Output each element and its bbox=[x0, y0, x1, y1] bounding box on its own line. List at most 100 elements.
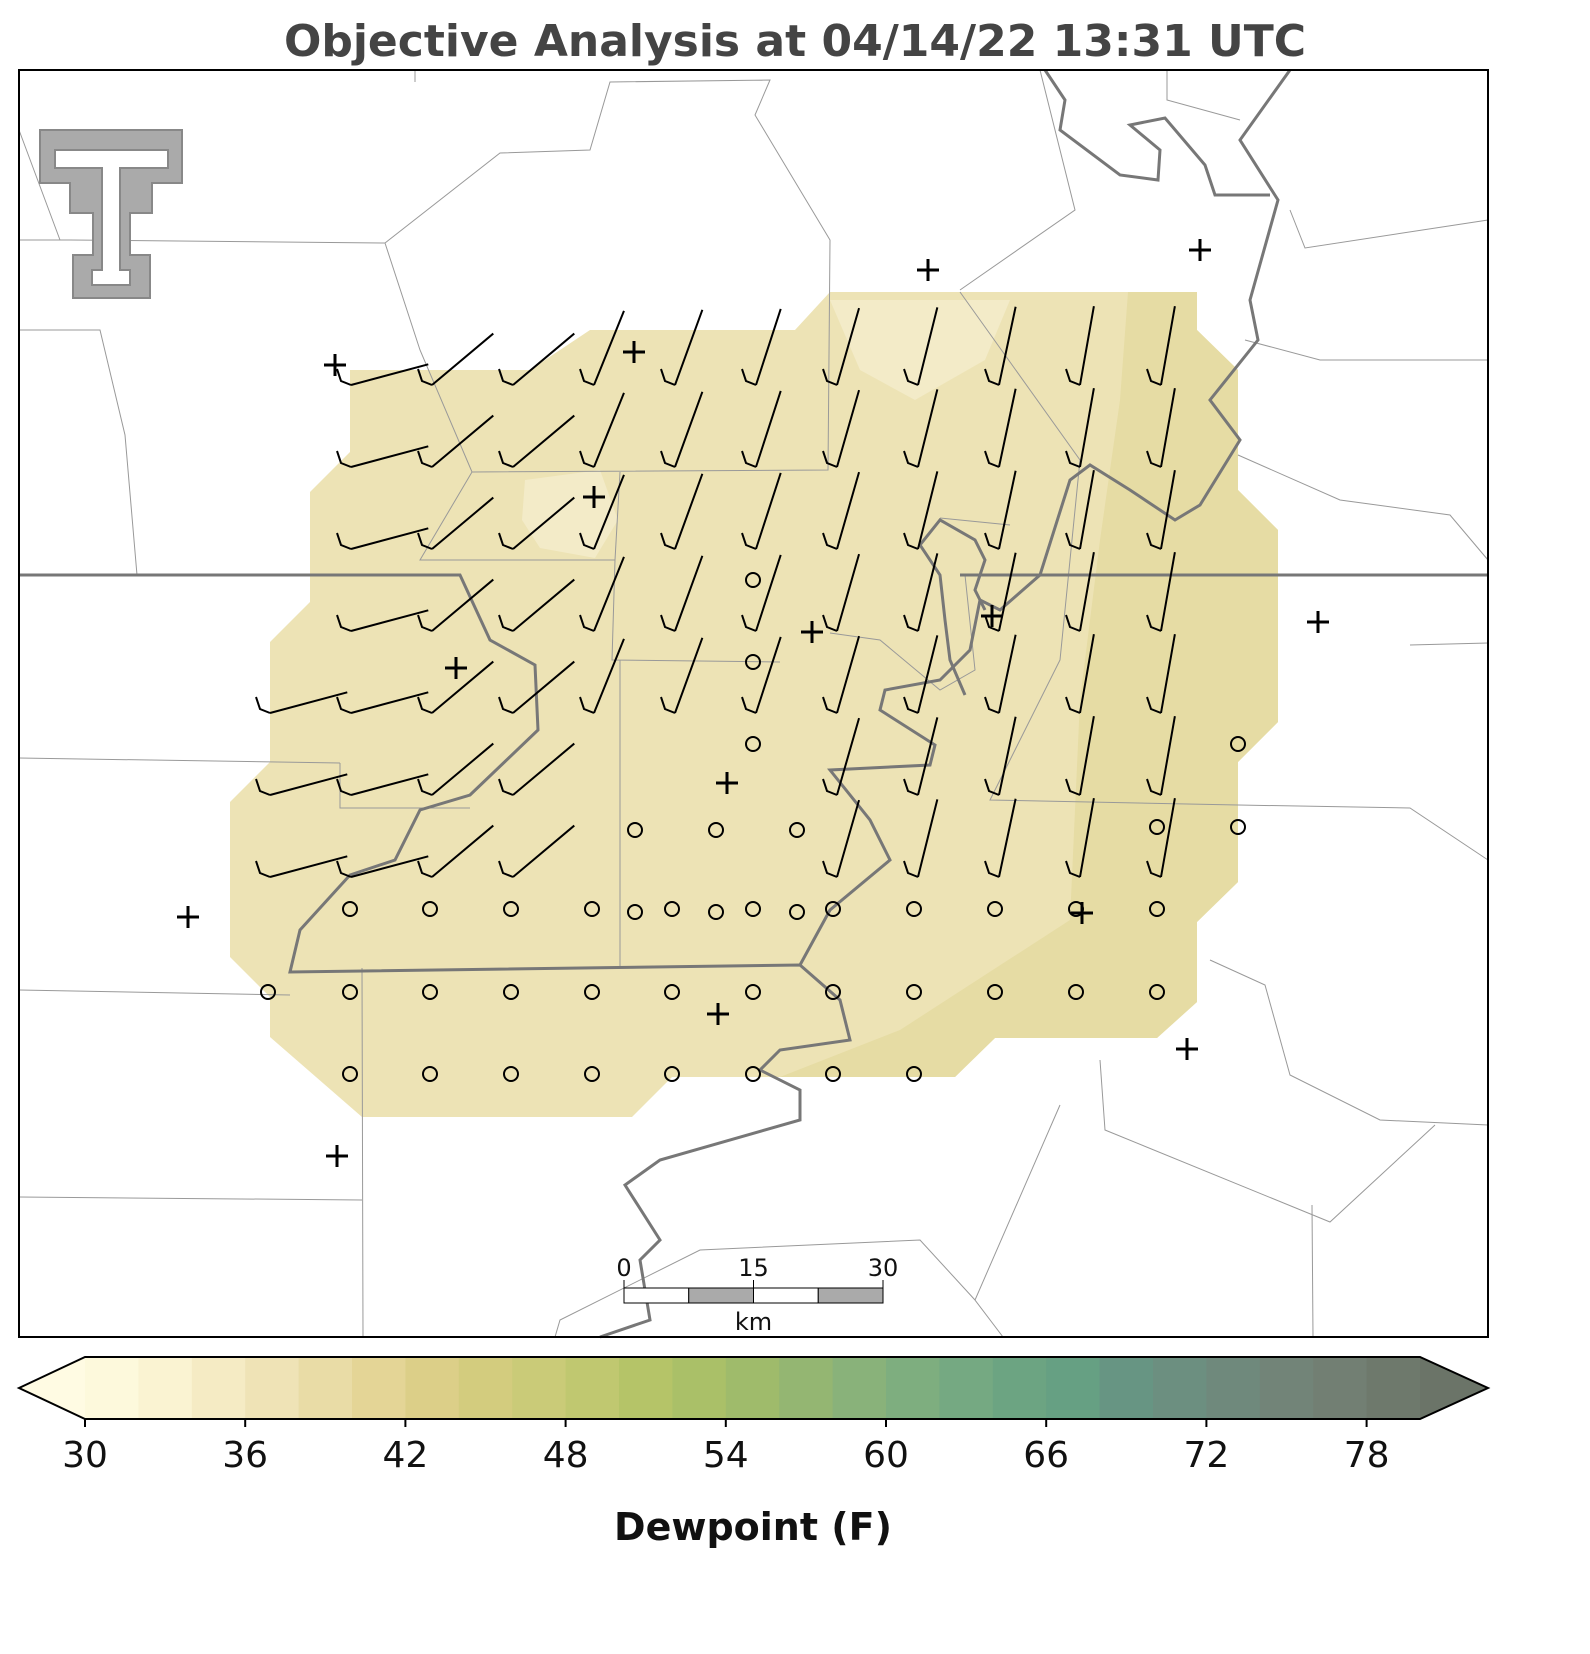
scale-bar: 0 15 30 km bbox=[616, 1254, 898, 1336]
calm-circle bbox=[664, 1066, 680, 1082]
calm-circle bbox=[906, 1066, 922, 1082]
colorbar-bin bbox=[512, 1357, 567, 1419]
calm-circle bbox=[664, 901, 680, 917]
calm-circle bbox=[342, 901, 358, 917]
wind-barb bbox=[984, 798, 1017, 878]
colorbar-bin bbox=[725, 1357, 780, 1419]
wind-barb bbox=[579, 638, 625, 714]
calm-circle bbox=[584, 984, 600, 1000]
colorbar-tick-label: 60 bbox=[863, 1435, 909, 1476]
calm-circle bbox=[342, 1066, 358, 1082]
colorbar-tick-label: 72 bbox=[1183, 1435, 1229, 1476]
calm-circle bbox=[260, 984, 276, 1000]
wind-barb bbox=[822, 389, 861, 468]
wind-barb bbox=[417, 496, 494, 550]
colorbar-bin bbox=[1366, 1357, 1421, 1419]
station-plus bbox=[445, 657, 467, 679]
wind-barb bbox=[1146, 798, 1176, 878]
colorbar-tick-label: 36 bbox=[222, 1435, 268, 1476]
scale-label: 0 bbox=[616, 1254, 631, 1282]
wind-barb bbox=[660, 391, 704, 468]
wind-barb bbox=[255, 855, 348, 878]
colorbar-bin bbox=[886, 1357, 940, 1419]
wind-barb bbox=[498, 660, 575, 714]
station-plus bbox=[583, 486, 605, 508]
colorbar-bin bbox=[1259, 1357, 1314, 1419]
wind-barb bbox=[822, 799, 861, 878]
wind-barb bbox=[741, 308, 782, 386]
wind-barb bbox=[1146, 634, 1176, 714]
calm-circle bbox=[745, 901, 761, 917]
wind-barbs bbox=[255, 306, 1176, 878]
calm-circle bbox=[745, 984, 761, 1000]
wind-barb bbox=[498, 414, 575, 468]
colorbar-bin bbox=[405, 1357, 460, 1419]
wind-barb bbox=[417, 578, 494, 632]
calm-circle bbox=[342, 984, 358, 1000]
calm-circle bbox=[422, 1066, 438, 1082]
map-frame bbox=[18, 69, 1489, 1338]
colorbar-over bbox=[1420, 1357, 1488, 1419]
wind-barb bbox=[984, 306, 1017, 386]
colorbar-bin bbox=[1046, 1357, 1101, 1419]
calm-circle bbox=[1149, 819, 1165, 835]
scale-unit: km bbox=[735, 1308, 772, 1336]
scale-segment bbox=[817, 1287, 884, 1304]
scale-label: 15 bbox=[738, 1254, 769, 1282]
title: Objective Analysis at 04/14/22 13:31 UTC bbox=[284, 16, 1306, 67]
wind-barb bbox=[984, 634, 1017, 714]
wind-barb bbox=[741, 472, 782, 550]
wind-barb bbox=[1146, 552, 1176, 632]
calm-circle bbox=[745, 572, 761, 588]
calm-circle bbox=[745, 654, 761, 670]
station-plus bbox=[1176, 1038, 1198, 1060]
calm-circle bbox=[745, 736, 761, 752]
colorbar-bin bbox=[1313, 1357, 1368, 1419]
colorbar: 30 36 42 48 54 60 66 72 78 bbox=[16, 1356, 1491, 1476]
wind-barb bbox=[822, 635, 861, 714]
wind-barb bbox=[1065, 470, 1095, 550]
wind-barb bbox=[1065, 388, 1095, 468]
dewpoint-field-moist bbox=[780, 292, 1278, 1077]
state-borders bbox=[19, 69, 1488, 1339]
wind-barb bbox=[336, 855, 429, 878]
colorbar-bin bbox=[992, 1357, 1047, 1419]
wind-barb bbox=[660, 637, 704, 714]
colorbar-bin bbox=[138, 1357, 193, 1419]
wind-barb bbox=[1146, 388, 1176, 468]
stations bbox=[177, 239, 1329, 1167]
wind-barb bbox=[498, 742, 575, 796]
wind-barb bbox=[417, 824, 494, 878]
station-plus bbox=[801, 621, 823, 643]
wind-barb bbox=[903, 389, 939, 468]
colorbar-bin bbox=[298, 1357, 353, 1419]
wind-barb bbox=[903, 471, 939, 550]
calm-circle bbox=[745, 1066, 761, 1082]
wind-barb bbox=[1146, 716, 1176, 796]
calm-circle bbox=[503, 984, 519, 1000]
colorbar-tick-label: 54 bbox=[703, 1435, 749, 1476]
wind-barb bbox=[498, 332, 575, 386]
colorbar-tick-label: 78 bbox=[1344, 1435, 1390, 1476]
wind-barb bbox=[1065, 634, 1095, 714]
colorbar-tick-label: 48 bbox=[543, 1435, 589, 1476]
calm-circle bbox=[1230, 819, 1246, 835]
calm-circle bbox=[664, 984, 680, 1000]
wind-barb bbox=[498, 496, 575, 550]
wind-barb bbox=[1065, 716, 1095, 796]
dewpoint-field-dry bbox=[830, 300, 1010, 400]
wind-barb bbox=[903, 717, 939, 796]
colorbar-bin bbox=[832, 1357, 887, 1419]
wind-barb bbox=[498, 578, 575, 632]
calm-circle bbox=[987, 901, 1003, 917]
wind-barb bbox=[579, 556, 625, 632]
colorbar-tick-label: 66 bbox=[1023, 1435, 1069, 1476]
calm-circle bbox=[1149, 901, 1165, 917]
wind-barb bbox=[741, 636, 782, 714]
wind-barb bbox=[336, 773, 429, 796]
colorbar-bin bbox=[191, 1357, 246, 1419]
wind-barb bbox=[579, 392, 625, 468]
wind-barb bbox=[660, 473, 704, 550]
scale-segment bbox=[688, 1287, 754, 1304]
